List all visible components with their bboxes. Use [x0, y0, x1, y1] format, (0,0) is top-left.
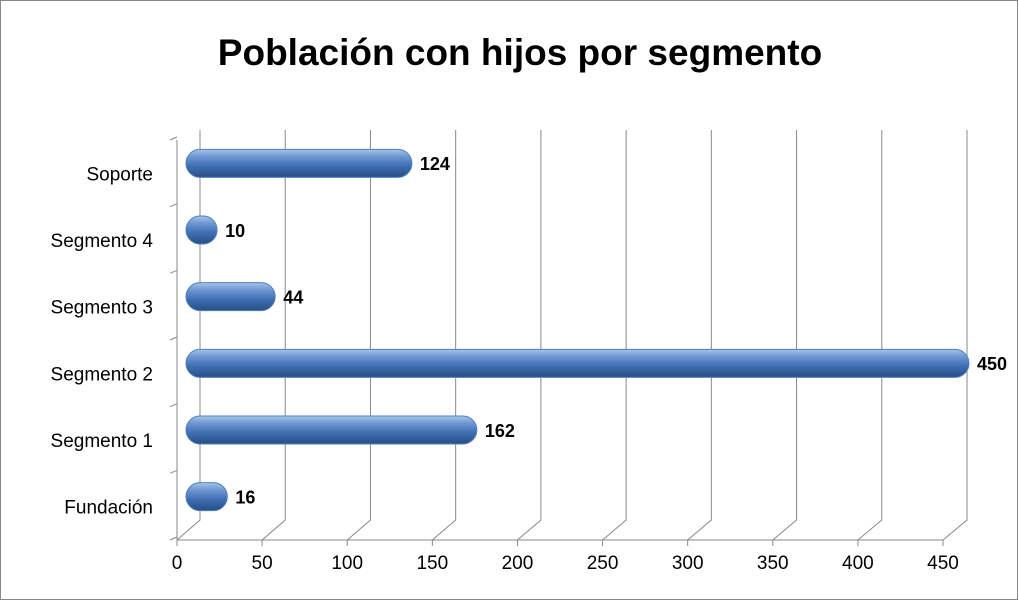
x-tick-label: 300 [672, 553, 704, 574]
grid-line [261, 130, 286, 541]
data-label: 162 [485, 421, 515, 441]
y-tick-label: Fundación [64, 498, 153, 519]
x-tick-label: 50 [252, 553, 273, 574]
data-label: 16 [235, 487, 255, 507]
data-label: 124 [420, 154, 450, 174]
y-tick-label: Segmento 2 [51, 364, 153, 385]
grid-line [772, 130, 798, 541]
grid-line [176, 130, 201, 541]
x-tick-label: 350 [757, 553, 789, 574]
y-tick-mark [169, 536, 178, 541]
y-tick-mark [169, 203, 178, 208]
bar [185, 482, 228, 512]
y-tick-mark [169, 269, 178, 274]
y-tick-mark [169, 136, 178, 141]
bar [185, 282, 276, 312]
x-tick-label: 450 [927, 553, 959, 574]
x-tick-label: 150 [416, 553, 448, 574]
chart-title: Población con hijos por segmento [218, 32, 822, 73]
x-tick-label: 200 [502, 553, 534, 574]
x-tick-label: 0 [172, 553, 183, 574]
x-tick-label: 100 [331, 553, 363, 574]
y-tick-mark [169, 403, 178, 408]
y-tick-label: Segmento 1 [51, 431, 153, 452]
grid-line [857, 130, 883, 541]
grid-line [432, 130, 457, 541]
grid-line [687, 130, 712, 541]
grid-line [346, 130, 371, 541]
x-tick-label: 250 [587, 553, 619, 574]
y-tick-label: Segmento 4 [51, 231, 154, 252]
y-tick-label: Segmento 3 [51, 298, 153, 319]
bar [185, 415, 478, 445]
y-tick-label: Soporte [86, 164, 153, 185]
y-tick-mark [169, 469, 178, 474]
bar [185, 148, 413, 178]
data-label: 44 [283, 287, 303, 307]
data-label: 450 [977, 354, 1007, 374]
grid-line [942, 130, 968, 541]
data-label: 10 [225, 221, 245, 241]
y-tick-mark [169, 336, 178, 341]
bar [185, 348, 970, 378]
x-tick-label: 400 [842, 553, 874, 574]
grid-line [602, 130, 627, 541]
bar [185, 215, 218, 245]
grid-line [517, 130, 542, 541]
